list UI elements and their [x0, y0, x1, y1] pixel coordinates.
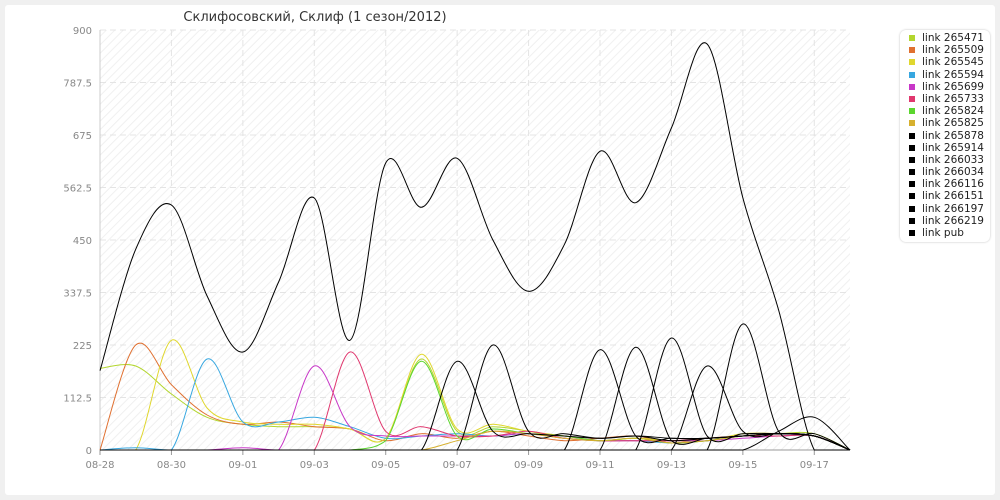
legend-item[interactable]: link 266219 [900, 215, 990, 227]
legend-swatch [909, 217, 915, 224]
legend-swatch [909, 144, 915, 151]
legend-swatch [909, 193, 915, 200]
x-tick-label: 09-13 [657, 460, 686, 471]
legend-label: link 265825 [922, 117, 984, 130]
y-tick-label: 900 [73, 26, 92, 37]
grid-lines [100, 29, 850, 450]
legend-item[interactable]: link 265824 [900, 105, 990, 117]
legend-swatch [909, 120, 915, 127]
series-line-link-pub [99, 42, 850, 451]
legend-swatch [909, 71, 915, 78]
legend-item[interactable]: link 266034 [900, 166, 990, 178]
legend-swatch [909, 230, 915, 236]
series-line-link-266219 [99, 416, 851, 451]
y-tick-label: 112.5 [63, 394, 92, 405]
legend-label: link 266197 [922, 202, 984, 215]
legend: link 265471 link 265509 link 265545 link 26… [900, 30, 990, 242]
legend-label: link 265471 [922, 32, 984, 44]
x-tick-label: 08-28 [85, 460, 114, 471]
y-tick-label: 337.5 [63, 289, 92, 300]
legend-swatch [909, 132, 915, 139]
legend-label: link 265733 [922, 92, 984, 105]
y-tick-label: 787.5 [63, 79, 92, 90]
legend-swatch [909, 59, 915, 66]
legend-item[interactable]: link 266116 [900, 178, 990, 190]
legend-item[interactable]: link 265733 [900, 93, 990, 105]
legend-label: link 265914 [922, 141, 984, 154]
legend-item[interactable]: link 265914 [900, 142, 990, 154]
legend-item[interactable]: link 265878 [900, 130, 990, 142]
legend-swatch [909, 47, 915, 54]
y-tick-label: 225 [73, 341, 92, 352]
legend-item[interactable]: link 265699 [900, 81, 990, 93]
x-tick-label: 09-09 [514, 460, 543, 471]
series-line-link-265699 [99, 365, 851, 451]
x-tick-label: 09-03 [300, 460, 329, 471]
legend-item[interactable]: link 266197 [900, 203, 990, 215]
legend-swatch [909, 169, 915, 176]
legend-item[interactable]: link 266033 [900, 154, 990, 166]
legend-swatch [909, 108, 915, 115]
legend-item[interactable]: link pub [900, 227, 990, 239]
legend-swatch [909, 95, 915, 102]
y-tick-label: 0 [86, 446, 92, 457]
legend-label: link 266033 [922, 153, 984, 166]
legend-item[interactable]: link 265825 [900, 117, 990, 129]
legend-item[interactable]: link 265509 [900, 44, 990, 56]
legend-item[interactable]: link 265471 [900, 32, 990, 44]
legend-label: link 265509 [922, 44, 984, 57]
legend-swatch [909, 181, 915, 188]
legend-swatch [909, 83, 915, 90]
legend-label: link 265878 [922, 129, 984, 142]
legend-label: link 265594 [922, 68, 984, 81]
legend-label: link 266034 [922, 166, 984, 179]
legend-item[interactable]: link 266151 [900, 190, 990, 202]
y-tick-label: 675 [73, 131, 92, 142]
series-lines [99, 42, 851, 451]
legend-swatch [909, 35, 915, 41]
x-tick-label: 09-15 [728, 460, 757, 471]
y-tick-label: 450 [73, 236, 92, 247]
x-tick-label: 09-07 [443, 460, 472, 471]
legend-item[interactable]: link 265594 [900, 69, 990, 81]
legend-label: link 265824 [922, 105, 984, 118]
x-tick-label: 09-11 [585, 460, 614, 471]
legend-label: link 266219 [922, 214, 984, 227]
legend-label: link 265699 [922, 80, 984, 93]
chart-title: Склифосовский, Склиф (1 сезон/2012) [183, 10, 447, 25]
legend-swatch [909, 156, 915, 163]
y-tick-label: 562.5 [63, 184, 92, 195]
x-tick-label: 09-05 [371, 460, 400, 471]
legend-swatch [909, 205, 915, 212]
legend-label: link pub [922, 227, 964, 239]
x-tick-label: 08-30 [157, 460, 186, 471]
x-tick-label: 09-01 [228, 460, 257, 471]
legend-label: link 266151 [922, 190, 984, 203]
legend-item[interactable]: link 265545 [900, 56, 990, 68]
x-tick-label: 09-17 [800, 460, 829, 471]
legend-label: link 266116 [922, 178, 984, 191]
legend-label: link 265545 [922, 56, 984, 69]
